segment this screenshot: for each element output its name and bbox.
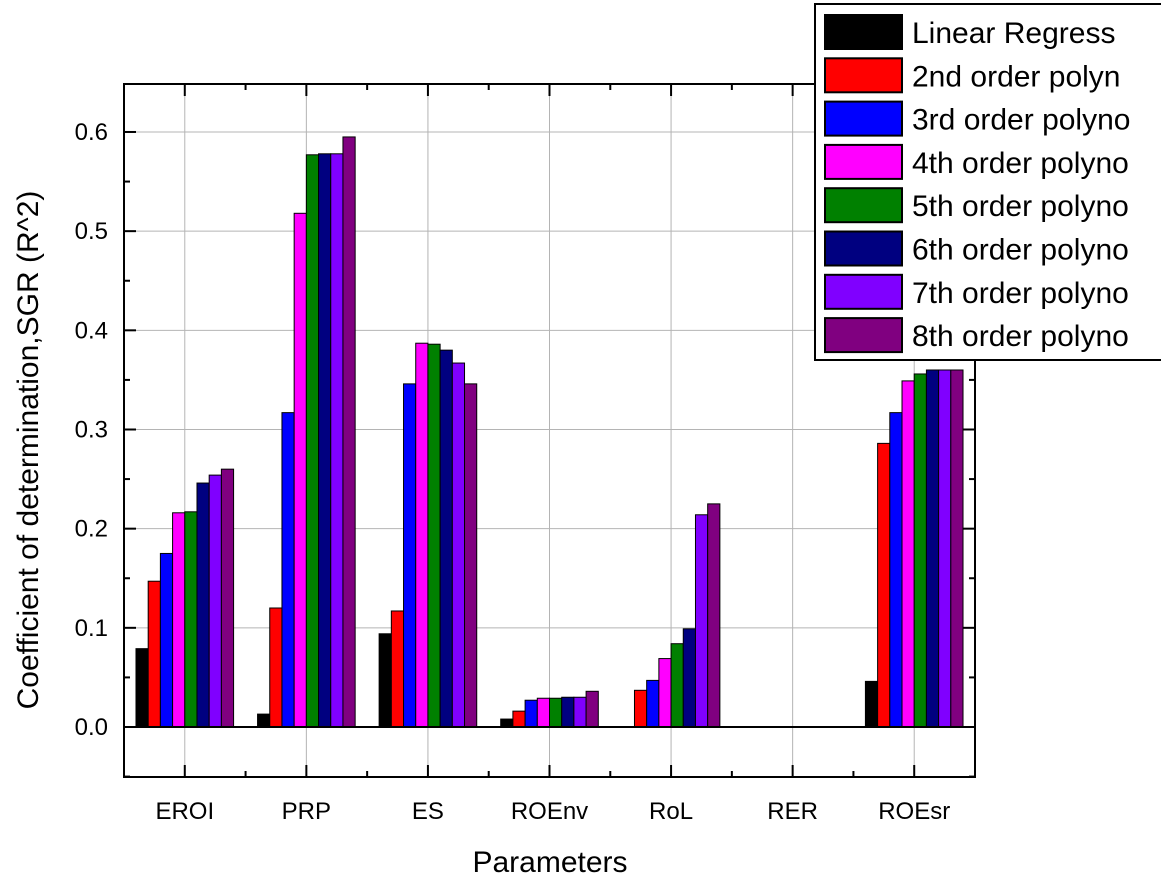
legend-swatch xyxy=(824,317,903,354)
bar xyxy=(633,689,648,728)
legend-label: 5th order polyno xyxy=(912,190,1129,223)
legend-label: 7th order polyno xyxy=(912,277,1129,310)
x-tick-label: ES xyxy=(412,798,444,825)
bar xyxy=(694,514,709,728)
bar xyxy=(159,552,174,728)
bar xyxy=(877,442,891,728)
x-tick-label: EROI xyxy=(155,798,214,825)
bar xyxy=(682,628,696,728)
y-tick-label: 0.3 xyxy=(75,416,108,443)
bar xyxy=(464,383,478,728)
legend: Linear Regress 2nd order polyn 3rd order p… xyxy=(814,3,1161,361)
bar xyxy=(585,690,599,728)
bar xyxy=(318,153,332,728)
bar xyxy=(305,154,320,728)
legend-label: 2nd order polyn xyxy=(912,60,1120,93)
bar xyxy=(536,697,550,728)
bars xyxy=(135,136,964,728)
legend-swatch xyxy=(824,273,903,310)
bar xyxy=(330,153,344,728)
bar xyxy=(500,718,514,728)
bar xyxy=(451,362,466,728)
bar xyxy=(913,373,927,728)
bar xyxy=(864,680,879,728)
bar xyxy=(415,342,429,728)
bar xyxy=(281,412,295,728)
bar xyxy=(378,633,392,728)
bar xyxy=(925,369,940,728)
bar xyxy=(293,212,307,728)
legend-swatch xyxy=(824,143,903,180)
y-tick-label: 0.2 xyxy=(75,516,108,543)
bar xyxy=(269,607,283,728)
bar xyxy=(342,136,356,728)
bar xyxy=(135,648,149,728)
bar xyxy=(257,713,271,728)
y-tick-label: 0.1 xyxy=(75,615,108,642)
bar xyxy=(196,482,210,728)
legend-swatch xyxy=(824,14,903,50)
bar xyxy=(390,610,405,728)
y-axis-label: Coefficient of determination,SGR (R^2) xyxy=(12,191,45,710)
bar xyxy=(573,696,587,728)
y-tick-label: 0.6 xyxy=(75,119,108,146)
legend-swatch xyxy=(824,187,903,224)
bar xyxy=(549,697,563,728)
bar xyxy=(208,474,222,728)
legend-label: 8th order polyno xyxy=(912,320,1129,353)
x-tick-label: PRP xyxy=(282,798,331,825)
legend-label: Linear Regress xyxy=(912,17,1115,50)
bar xyxy=(439,349,453,728)
bar xyxy=(147,580,161,728)
bar xyxy=(707,503,721,728)
y-tick-label: 0.0 xyxy=(75,714,108,741)
bar xyxy=(901,380,915,728)
bar xyxy=(950,369,964,728)
bar xyxy=(220,468,235,728)
legend-label: 6th order polyno xyxy=(912,234,1129,267)
legend-swatch xyxy=(824,100,903,137)
bar xyxy=(561,696,575,728)
legend-swatch xyxy=(824,57,903,94)
legend-label: 4th order polyno xyxy=(912,147,1129,180)
bar xyxy=(184,511,198,728)
bar xyxy=(427,343,441,728)
bar xyxy=(658,658,672,728)
bar xyxy=(938,369,952,728)
bar xyxy=(889,412,903,728)
x-tick-label: ROEnv xyxy=(511,798,588,825)
bar xyxy=(670,643,684,728)
x-tick-label: ROEsr xyxy=(878,798,950,825)
x-tick-label: RER xyxy=(767,798,818,825)
x-axis-label: Parameters xyxy=(472,846,627,879)
y-tick-label: 0.5 xyxy=(75,218,108,245)
y-tick-label: 0.4 xyxy=(75,317,108,344)
x-tick-label: RoL xyxy=(649,798,693,825)
legend-swatch xyxy=(824,230,903,267)
bar xyxy=(524,699,538,728)
legend-label: 3rd order polyno xyxy=(912,104,1130,137)
bar xyxy=(172,512,186,728)
bar xyxy=(646,679,660,728)
bar xyxy=(512,710,526,728)
bar xyxy=(403,383,417,728)
